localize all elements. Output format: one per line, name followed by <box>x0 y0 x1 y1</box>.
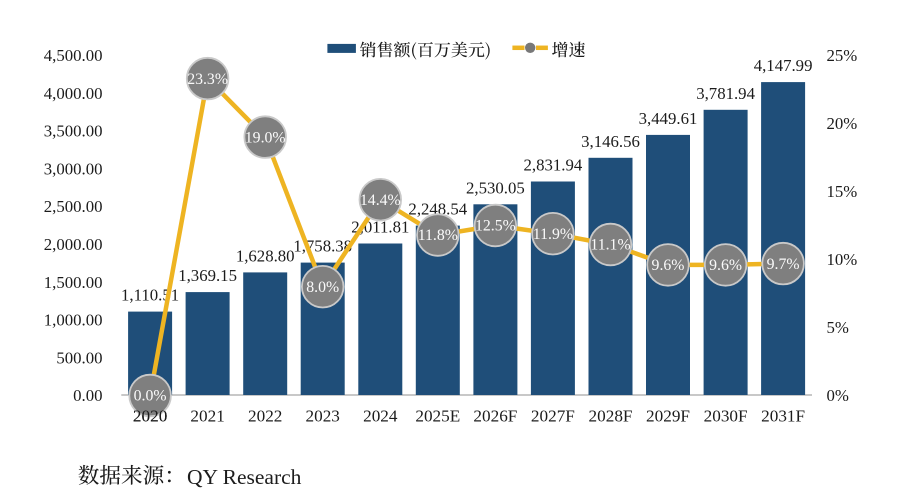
svg-text:2023: 2023 <box>306 407 340 426</box>
svg-text:2,000.00: 2,000.00 <box>44 235 103 254</box>
svg-text:14.4%: 14.4% <box>360 192 401 209</box>
svg-text:2029F: 2029F <box>646 407 690 426</box>
svg-text:2025E: 2025E <box>415 407 460 426</box>
svg-text:2022: 2022 <box>248 407 282 426</box>
svg-text:3,781.94: 3,781.94 <box>696 84 755 103</box>
svg-text:2,248.54: 2,248.54 <box>408 200 467 219</box>
svg-text:3,000.00: 3,000.00 <box>44 159 103 178</box>
svg-text:5%: 5% <box>827 318 849 337</box>
svg-text:2,831.94: 2,831.94 <box>524 156 583 175</box>
svg-text:1,369.15: 1,369.15 <box>178 266 237 285</box>
svg-text:9.7%: 9.7% <box>767 256 800 273</box>
svg-text:2020: 2020 <box>133 407 167 426</box>
svg-text:3,449.61: 3,449.61 <box>639 109 698 128</box>
svg-text:4,147.99: 4,147.99 <box>754 56 813 75</box>
svg-text:2027F: 2027F <box>531 407 575 426</box>
svg-text:11.8%: 11.8% <box>418 227 458 244</box>
svg-text:11.9%: 11.9% <box>533 226 573 243</box>
svg-text:0%: 0% <box>827 386 849 405</box>
svg-text:500.00: 500.00 <box>56 348 102 367</box>
svg-text:11.1%: 11.1% <box>590 237 630 254</box>
svg-text:23.3%: 23.3% <box>187 71 228 88</box>
svg-text:2030F: 2030F <box>704 407 748 426</box>
svg-text:0.0%: 0.0% <box>134 388 167 405</box>
svg-text:15%: 15% <box>827 182 858 201</box>
svg-text:10%: 10% <box>827 250 858 269</box>
svg-text:2021: 2021 <box>190 407 224 426</box>
svg-text:1,500.00: 1,500.00 <box>44 273 103 292</box>
svg-text:4,000.00: 4,000.00 <box>44 84 103 103</box>
svg-text:20%: 20% <box>827 114 858 133</box>
svg-text:2,530.05: 2,530.05 <box>466 178 525 197</box>
svg-text:QY Research: QY Research <box>187 465 302 489</box>
svg-text:3,500.00: 3,500.00 <box>44 122 103 141</box>
svg-text:2,500.00: 2,500.00 <box>44 197 103 216</box>
svg-text:19.0%: 19.0% <box>245 129 286 146</box>
svg-text:2026F: 2026F <box>473 407 517 426</box>
svg-text:3,146.56: 3,146.56 <box>581 132 640 151</box>
svg-text:1,110.51: 1,110.51 <box>121 286 179 305</box>
svg-text:8.0%: 8.0% <box>306 279 339 296</box>
svg-text:9.6%: 9.6% <box>652 257 685 274</box>
svg-text:2028F: 2028F <box>589 407 633 426</box>
svg-text:2024: 2024 <box>363 407 398 426</box>
svg-text:2031F: 2031F <box>761 407 805 426</box>
svg-text:1,000.00: 1,000.00 <box>44 311 103 330</box>
svg-text:4,500.00: 4,500.00 <box>44 46 103 65</box>
svg-text:9.6%: 9.6% <box>709 257 742 274</box>
svg-text:12.5%: 12.5% <box>475 218 516 235</box>
svg-text:25%: 25% <box>827 46 858 65</box>
svg-text:1,628.80: 1,628.80 <box>236 246 295 265</box>
svg-text:0.00: 0.00 <box>73 386 102 405</box>
